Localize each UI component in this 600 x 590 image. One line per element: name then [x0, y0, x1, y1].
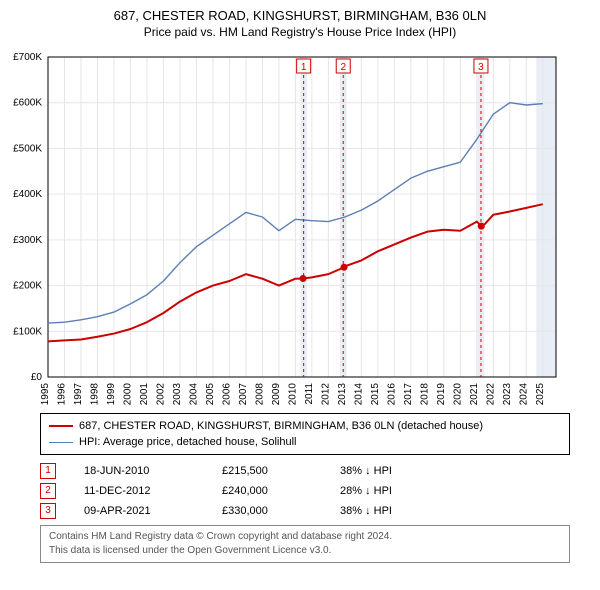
svg-text:2003: 2003: [172, 383, 183, 406]
svg-text:2000: 2000: [122, 383, 133, 406]
footer-line2: This data is licensed under the Open Gov…: [49, 544, 561, 558]
svg-text:2024: 2024: [518, 383, 529, 406]
svg-text:£100K: £100K: [13, 326, 42, 337]
svg-text:2015: 2015: [370, 383, 381, 406]
svg-text:1995: 1995: [40, 383, 51, 406]
sale-date: 11-DEC-2012: [84, 481, 194, 501]
svg-text:2011: 2011: [304, 383, 315, 405]
sale-diff: 38% ↓ HPI: [340, 501, 430, 521]
sale-marker-icon: 2: [40, 483, 56, 499]
sale-marker-icon: 1: [40, 463, 56, 479]
sale-date: 09-APR-2021: [84, 501, 194, 521]
svg-text:2019: 2019: [436, 383, 447, 406]
legend-swatch: [49, 442, 73, 443]
svg-text:£700K: £700K: [13, 52, 42, 63]
svg-text:£0: £0: [31, 372, 43, 383]
title-subtitle: Price paid vs. HM Land Registry's House …: [0, 25, 600, 39]
sale-marker-icon: 3: [40, 503, 56, 519]
svg-text:£400K: £400K: [13, 189, 42, 200]
svg-text:1997: 1997: [73, 383, 84, 406]
sale-date: 18-JUN-2010: [84, 461, 194, 481]
sale-price: £330,000: [222, 501, 312, 521]
attribution-footer: Contains HM Land Registry data © Crown c…: [40, 525, 570, 563]
legend-row: HPI: Average price, detached house, Soli…: [49, 434, 561, 450]
svg-text:1998: 1998: [89, 383, 100, 406]
legend-swatch: [49, 425, 73, 427]
svg-text:2006: 2006: [221, 383, 232, 406]
svg-text:2025: 2025: [535, 383, 546, 406]
sale-price: £215,500: [222, 461, 312, 481]
svg-text:2013: 2013: [337, 383, 348, 406]
svg-text:2007: 2007: [238, 383, 249, 406]
svg-text:2008: 2008: [254, 383, 265, 406]
sale-row: 3 09-APR-2021 £330,000 38% ↓ HPI: [40, 501, 570, 521]
legend-row: 687, CHESTER ROAD, KINGSHURST, BIRMINGHA…: [49, 418, 561, 434]
sale-row: 1 18-JUN-2010 £215,500 38% ↓ HPI: [40, 461, 570, 481]
svg-text:2017: 2017: [403, 383, 414, 406]
sale-price: £240,000: [222, 481, 312, 501]
svg-text:2023: 2023: [502, 383, 513, 406]
legend-label: 687, CHESTER ROAD, KINGSHURST, BIRMINGHA…: [79, 418, 483, 434]
svg-text:£600K: £600K: [13, 98, 42, 109]
sale-diff: 28% ↓ HPI: [340, 481, 430, 501]
legend-label: HPI: Average price, detached house, Soli…: [79, 434, 297, 450]
sale-diff: 38% ↓ HPI: [340, 461, 430, 481]
svg-text:2001: 2001: [139, 383, 150, 406]
svg-text:2009: 2009: [271, 383, 282, 406]
svg-text:1996: 1996: [56, 383, 67, 406]
chart-title-block: 687, CHESTER ROAD, KINGSHURST, BIRMINGHA…: [0, 0, 600, 39]
footer-line1: Contains HM Land Registry data © Crown c…: [49, 530, 561, 544]
sale-row: 2 11-DEC-2012 £240,000 28% ↓ HPI: [40, 481, 570, 501]
svg-text:2012: 2012: [320, 383, 331, 406]
svg-text:2005: 2005: [205, 383, 216, 406]
svg-text:1: 1: [301, 62, 307, 73]
legend: 687, CHESTER ROAD, KINGSHURST, BIRMINGHA…: [40, 413, 570, 455]
svg-text:2004: 2004: [188, 383, 199, 406]
svg-text:3: 3: [478, 62, 484, 73]
svg-text:2021: 2021: [469, 383, 480, 406]
svg-text:2002: 2002: [155, 383, 166, 406]
svg-text:2014: 2014: [353, 383, 364, 406]
svg-text:£300K: £300K: [13, 235, 42, 246]
svg-text:£200K: £200K: [13, 281, 42, 292]
sales-table: 1 18-JUN-2010 £215,500 38% ↓ HPI 2 11-DEC-201…: [40, 461, 570, 521]
price-chart: £0 £100K £200K £300K £400K £500K £600K £700K 199…: [0, 47, 560, 407]
svg-text:2010: 2010: [287, 383, 298, 406]
svg-text:1999: 1999: [106, 383, 117, 406]
title-address: 687, CHESTER ROAD, KINGSHURST, BIRMINGHA…: [0, 8, 600, 23]
svg-text:£500K: £500K: [13, 143, 42, 154]
svg-text:2022: 2022: [485, 383, 496, 406]
svg-text:2: 2: [340, 62, 346, 73]
svg-text:2018: 2018: [419, 383, 430, 406]
svg-text:2020: 2020: [452, 383, 463, 406]
svg-text:2016: 2016: [386, 383, 397, 406]
